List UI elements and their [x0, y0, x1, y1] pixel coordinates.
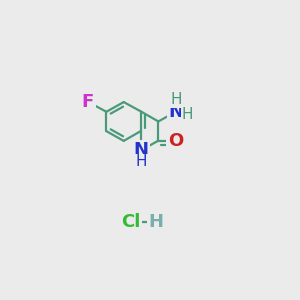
Text: F: F: [82, 93, 94, 111]
Text: N: N: [169, 103, 184, 121]
Text: O: O: [168, 132, 183, 150]
Text: H: H: [170, 92, 182, 107]
Text: H: H: [148, 213, 164, 231]
Text: N: N: [134, 141, 148, 159]
Text: H: H: [135, 154, 147, 169]
Text: Cl: Cl: [121, 213, 140, 231]
Text: H: H: [182, 107, 194, 122]
